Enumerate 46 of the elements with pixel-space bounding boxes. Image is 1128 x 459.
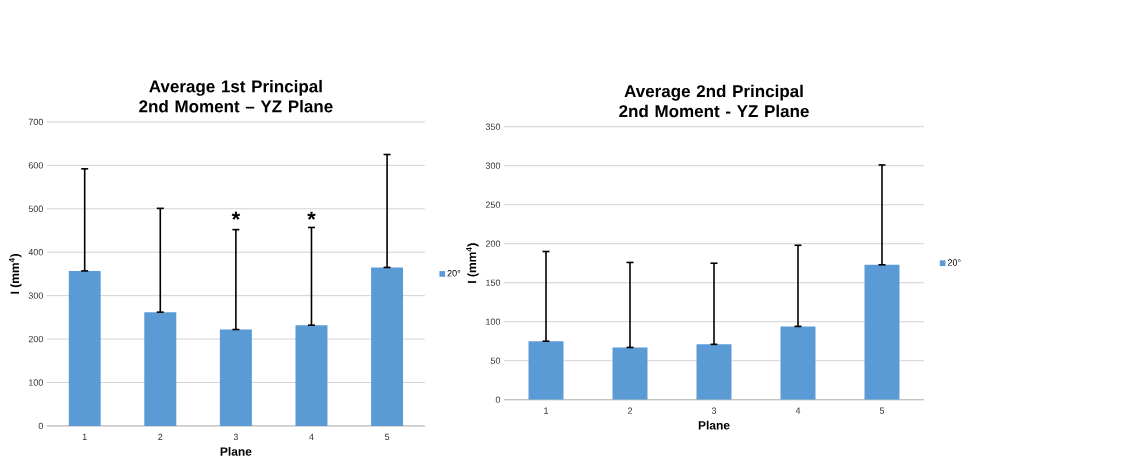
bar: [864, 264, 900, 400]
y-tick-label: 100: [29, 379, 43, 386]
x-tick-label: 2: [627, 407, 633, 414]
y-tick-label: 250: [485, 201, 501, 208]
annotation: *: [307, 211, 316, 220]
y-tick-label: 400: [28, 248, 43, 256]
x-axis-title: Plane: [220, 446, 252, 456]
bar: [696, 344, 732, 400]
x-tick-label: 3: [233, 433, 238, 441]
x-tick-label: 4: [795, 407, 801, 414]
y-tick-label: 0: [495, 396, 501, 403]
bar: [780, 326, 816, 400]
legend-label: 20°: [947, 259, 961, 266]
chart-title: Average 2nd Principal 2nd Moment - YZ Plane: [619, 84, 809, 118]
y-axis-title: I (mm$^{4}$): [9, 254, 22, 294]
y-tick-label: 150: [486, 279, 501, 286]
x-tick-label: 4: [309, 433, 314, 440]
legend-label: 20°: [447, 269, 461, 277]
x-tick-label: 2: [158, 433, 163, 440]
x-tick-label: 1: [544, 407, 549, 414]
y-tick-label: 50: [490, 357, 501, 364]
y-tick-label: 200: [28, 335, 43, 343]
y-tick-label: 200: [485, 240, 501, 247]
bar: [371, 267, 404, 426]
x-tick-label: 5: [384, 433, 390, 440]
bar: [612, 347, 648, 400]
y-tick-label: 100: [486, 318, 501, 325]
y-tick-label: 0: [38, 422, 44, 430]
x-tick-label: 5: [879, 407, 885, 414]
chart-title: Average 1st Principal 2nd Moment – YZ Plane: [139, 79, 333, 113]
x-tick-label: 1: [82, 433, 87, 440]
y-tick-label: 600: [28, 162, 43, 169]
bar: [295, 325, 328, 426]
x-axis-title: Plane: [698, 420, 730, 430]
bar: [219, 329, 252, 426]
bar: [528, 341, 564, 400]
annotation: *: [231, 211, 241, 220]
bar: [68, 270, 101, 426]
y-tick-label: 700: [28, 118, 43, 126]
x-tick-label: 3: [711, 407, 717, 414]
y-tick-label: 300: [28, 292, 43, 299]
bar: [144, 312, 177, 426]
y-axis-title: I (mm$^{4}$): [466, 243, 479, 283]
y-tick-label: 500: [28, 205, 43, 212]
y-tick-label: 300: [485, 162, 501, 169]
y-tick-label: 350: [485, 123, 501, 130]
